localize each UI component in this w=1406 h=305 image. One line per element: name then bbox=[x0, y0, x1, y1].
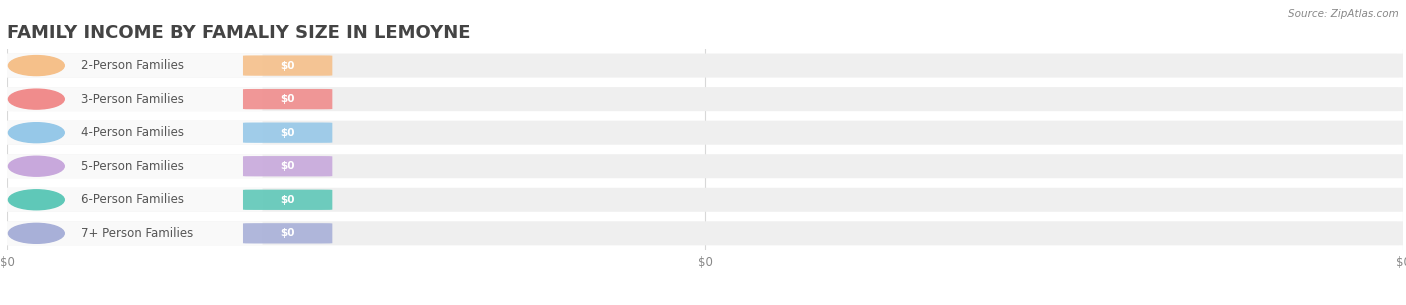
FancyBboxPatch shape bbox=[3, 121, 263, 145]
FancyBboxPatch shape bbox=[243, 89, 332, 109]
FancyBboxPatch shape bbox=[3, 221, 1406, 245]
Text: 3-Person Families: 3-Person Families bbox=[82, 93, 184, 106]
Ellipse shape bbox=[8, 123, 65, 143]
Text: FAMILY INCOME BY FAMALIY SIZE IN LEMOYNE: FAMILY INCOME BY FAMALIY SIZE IN LEMOYNE bbox=[7, 24, 471, 42]
FancyBboxPatch shape bbox=[3, 54, 1406, 77]
Text: 6-Person Families: 6-Person Families bbox=[82, 193, 184, 206]
Text: 2-Person Families: 2-Person Families bbox=[82, 59, 184, 72]
Ellipse shape bbox=[8, 89, 65, 109]
FancyBboxPatch shape bbox=[3, 54, 263, 77]
FancyBboxPatch shape bbox=[243, 123, 332, 143]
FancyBboxPatch shape bbox=[3, 87, 263, 111]
Text: 4-Person Families: 4-Person Families bbox=[82, 126, 184, 139]
FancyBboxPatch shape bbox=[3, 188, 1406, 212]
FancyBboxPatch shape bbox=[243, 156, 332, 176]
FancyBboxPatch shape bbox=[3, 188, 263, 212]
Ellipse shape bbox=[8, 223, 65, 243]
FancyBboxPatch shape bbox=[3, 154, 1406, 178]
Text: $0: $0 bbox=[280, 161, 295, 171]
Ellipse shape bbox=[8, 156, 65, 176]
Text: 5-Person Families: 5-Person Families bbox=[82, 160, 184, 173]
FancyBboxPatch shape bbox=[243, 56, 332, 76]
Text: Source: ZipAtlas.com: Source: ZipAtlas.com bbox=[1288, 9, 1399, 19]
Text: $0: $0 bbox=[280, 228, 295, 238]
Text: 7+ Person Families: 7+ Person Families bbox=[82, 227, 193, 240]
Text: $0: $0 bbox=[280, 195, 295, 205]
FancyBboxPatch shape bbox=[243, 190, 332, 210]
FancyBboxPatch shape bbox=[243, 223, 332, 243]
FancyBboxPatch shape bbox=[3, 154, 263, 178]
Text: $0: $0 bbox=[280, 128, 295, 138]
FancyBboxPatch shape bbox=[3, 87, 1406, 111]
Ellipse shape bbox=[8, 190, 65, 210]
Text: $0: $0 bbox=[280, 94, 295, 104]
Text: $0: $0 bbox=[280, 61, 295, 70]
FancyBboxPatch shape bbox=[3, 221, 263, 245]
FancyBboxPatch shape bbox=[3, 121, 1406, 145]
Ellipse shape bbox=[8, 56, 65, 76]
